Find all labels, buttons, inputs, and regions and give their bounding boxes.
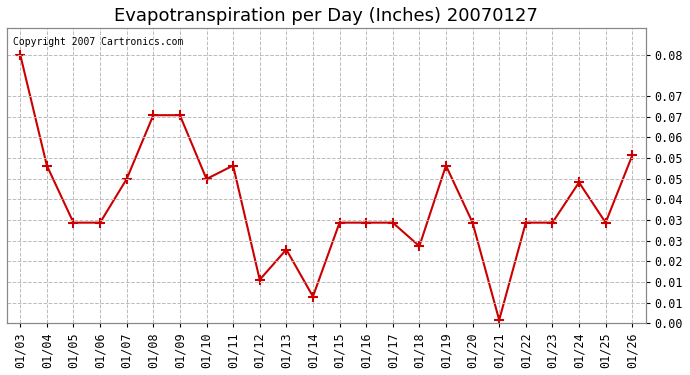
Title: Evapotranspiration per Day (Inches) 20070127: Evapotranspiration per Day (Inches) 2007… (115, 7, 538, 25)
Text: Copyright 2007 Cartronics.com: Copyright 2007 Cartronics.com (13, 37, 184, 47)
